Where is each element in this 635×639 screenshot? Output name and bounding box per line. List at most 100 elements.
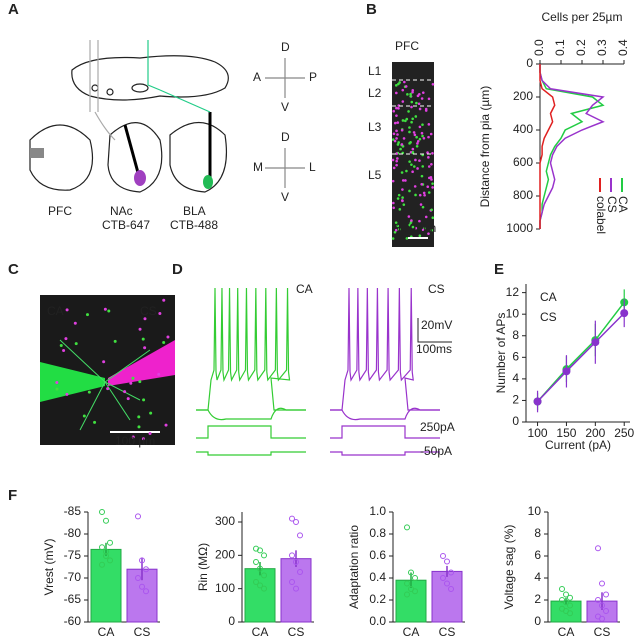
cell-dot	[141, 437, 145, 441]
label: D	[281, 40, 290, 54]
label: L3	[368, 120, 382, 134]
bar	[280, 558, 312, 623]
cell-dot	[93, 420, 97, 424]
data-point	[440, 575, 446, 581]
cell-dot	[418, 107, 422, 111]
point	[591, 338, 600, 347]
cell-dot	[395, 137, 398, 140]
cell-dot	[394, 221, 398, 224]
data-point	[603, 591, 609, 598]
label: P	[309, 70, 317, 84]
cell-dot	[402, 137, 406, 140]
label: 20mV	[421, 318, 452, 332]
y-tick-label: 200	[513, 89, 533, 103]
cell-dot	[143, 317, 147, 321]
data-point	[448, 569, 454, 576]
x-tick-label: CA	[558, 625, 575, 639]
cell-dot	[410, 105, 413, 109]
cell-dot	[397, 141, 400, 144]
step	[196, 451, 306, 456]
cell-dot	[149, 411, 153, 415]
cell-dot	[413, 133, 417, 137]
step	[330, 451, 440, 456]
data-point	[143, 588, 149, 595]
cell-dot	[137, 425, 141, 429]
cell-dot	[414, 115, 418, 118]
data-point	[559, 586, 565, 592]
cell-dot	[396, 157, 399, 160]
panel-a-art	[29, 40, 305, 193]
cell-dot	[392, 166, 396, 170]
cell-dot	[410, 120, 413, 124]
label: CS	[140, 304, 157, 318]
cell-dot	[400, 171, 404, 174]
data-point	[261, 552, 267, 559]
cell-dot	[65, 308, 69, 312]
cell-dot	[414, 193, 417, 197]
cell-dot	[148, 432, 152, 436]
cell-dot	[401, 179, 405, 182]
cell-dot	[411, 90, 414, 94]
label: Cells per 25µm	[542, 10, 623, 24]
y-tick-label: 6	[512, 349, 519, 363]
y-tick-label: 800	[513, 188, 533, 202]
cell-dot	[423, 193, 426, 197]
y-axis-label: Number of APs	[494, 313, 508, 394]
legend-label: CS	[540, 310, 557, 324]
y-tick-label: -60	[64, 614, 82, 628]
cell-dot	[162, 341, 166, 345]
data-point	[404, 591, 410, 598]
cell-dot	[418, 159, 421, 162]
cell-dot	[411, 170, 414, 174]
cell-dot	[413, 185, 417, 188]
cell-dot	[397, 107, 400, 110]
cell-dot	[421, 228, 425, 232]
y-tick-label: 400	[513, 122, 533, 136]
cell-dot	[131, 376, 135, 380]
cell-dot	[403, 80, 406, 84]
data-point	[289, 515, 295, 522]
y-tick-label: 12	[506, 285, 520, 299]
cell-dot	[411, 147, 415, 151]
cell-dot	[427, 135, 430, 139]
y-tick-label: 0.6	[369, 548, 386, 562]
cell-dot	[157, 372, 161, 376]
cell-dot	[418, 137, 422, 141]
cell-dot	[401, 100, 405, 103]
cell-dot	[409, 92, 412, 96]
label: PFC	[395, 39, 419, 53]
y-tick-label: -65	[64, 592, 82, 606]
cell-dot	[65, 392, 69, 396]
cell-dot	[398, 208, 402, 211]
data-point	[139, 583, 145, 590]
step	[196, 425, 306, 439]
cell-dot	[393, 139, 397, 143]
cell-dot	[420, 174, 424, 178]
y-axis-label: Voltage sag (%)	[502, 525, 516, 610]
data-point	[253, 579, 259, 585]
data-point	[107, 557, 113, 564]
cell-dot	[408, 160, 411, 163]
point	[533, 397, 542, 406]
scale-bar	[417, 318, 452, 343]
cell-dot	[427, 232, 430, 235]
data-point	[99, 509, 105, 515]
label: BLA	[183, 204, 206, 218]
cell-dot	[421, 165, 425, 168]
data-point	[595, 597, 601, 603]
cell-dot	[401, 196, 404, 199]
cell-dot	[430, 228, 434, 232]
cell-dot	[162, 298, 166, 302]
cell-dot	[406, 93, 409, 96]
cell-dot	[391, 138, 395, 141]
cell-dot	[62, 348, 66, 352]
label: 100ms	[416, 342, 452, 356]
data-point	[567, 594, 573, 601]
legend-label: CS	[605, 196, 619, 213]
cell-dot	[421, 123, 424, 126]
cell-dot	[395, 152, 398, 155]
cell-dot	[398, 227, 401, 231]
cell-dot	[429, 132, 433, 136]
cell-dot	[141, 337, 145, 341]
